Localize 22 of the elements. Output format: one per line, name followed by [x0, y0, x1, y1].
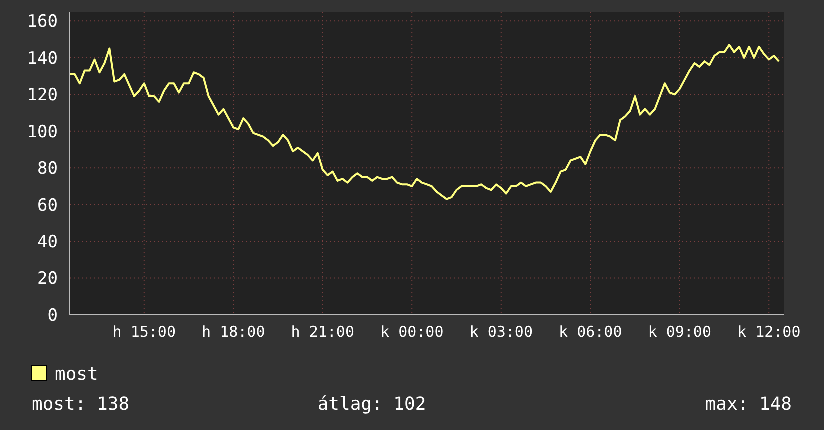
y-tick-label: 120	[27, 86, 58, 106]
x-tick-label: k 06:00	[559, 323, 622, 341]
text: most: 138	[32, 394, 130, 415]
y-tick-label: 40	[38, 232, 58, 252]
y-tick-label: 60	[38, 196, 58, 216]
x-tick-label: k 09:00	[648, 323, 712, 341]
y-tick-label: 140	[27, 48, 58, 69]
text: max: 148	[705, 394, 792, 415]
x-tick-label: k 00:00	[380, 323, 444, 341]
y-tick-label: 20	[38, 269, 58, 290]
y-tick-label: 160	[27, 12, 58, 32]
legend-label: most	[55, 364, 98, 385]
y-tick-label: 80	[38, 159, 58, 180]
x-tick-label: h 21:00	[291, 323, 354, 341]
x-tick-label: h 18:00	[202, 323, 266, 341]
x-tick-label: k 03:00	[470, 323, 533, 341]
y-tick-label: 0	[48, 306, 58, 326]
line-series	[69, 44, 780, 200]
x-tick-label: k 12:00	[738, 323, 801, 341]
x-tick-label: h 15:00	[112, 323, 176, 341]
y-tick-label: 100	[27, 122, 58, 142]
text: átlag: 102	[318, 394, 426, 415]
